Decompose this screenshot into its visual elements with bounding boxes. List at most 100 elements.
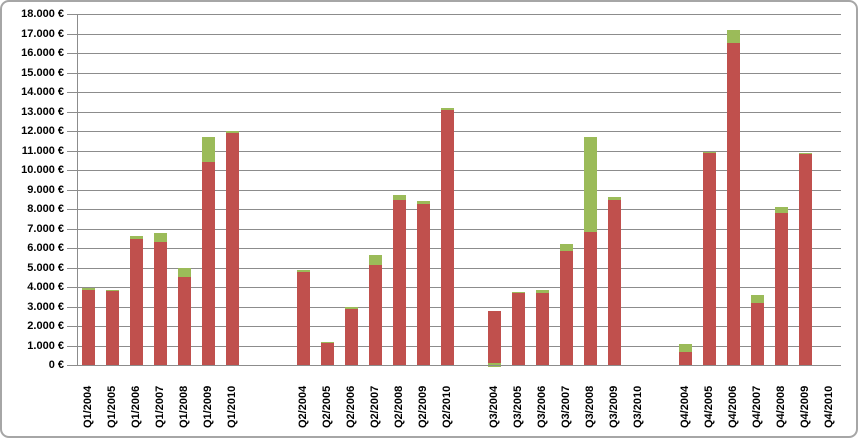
bar-segment-red: [154, 242, 167, 365]
y-axis-tick: [67, 209, 77, 211]
x-axis-tick-label: Q4/2005: [703, 385, 715, 428]
x-axis-tick-label: Q4/2008: [775, 385, 787, 428]
y-axis-tick-label: 2.000 €: [27, 320, 64, 333]
bar-segment-green: [82, 288, 95, 290]
x-axis-line: [77, 365, 841, 366]
gridline: [77, 53, 841, 55]
x-axis-tick-label: Q4/2006: [727, 385, 739, 428]
bar-segment-red: [703, 152, 716, 365]
gridline: [77, 14, 841, 16]
bar-segment-red: [608, 200, 621, 365]
y-axis-tick: [67, 189, 77, 191]
x-axis-tick-label: Q2/2009: [417, 385, 429, 428]
bar-segment-red: [417, 204, 430, 365]
bar-segment-red: [512, 292, 525, 365]
y-axis-tick: [67, 248, 77, 250]
bar-segment-green: [202, 137, 215, 163]
x-axis-tick-label: Q3/2006: [536, 385, 548, 428]
gridline: [77, 287, 841, 289]
bar-segment-red: [727, 42, 740, 365]
x-axis-tick-label: Q3/2007: [560, 385, 572, 428]
y-axis-tick: [67, 92, 77, 94]
gridline: [77, 228, 841, 230]
bar-segment-red: [584, 231, 597, 365]
bar-segment-red: [369, 264, 382, 365]
x-axis-tick-label: Q3/2008: [584, 385, 596, 428]
y-axis-tick-label: 4.000 €: [27, 281, 64, 294]
gridline: [77, 345, 841, 347]
bar-segment-green: [560, 244, 573, 252]
y-axis-tick-label: 7.000 €: [27, 222, 64, 235]
bar-segment-red: [799, 153, 812, 365]
bar-segment-red: [82, 289, 95, 365]
y-axis-tick: [67, 53, 77, 55]
x-axis-tick-label: Q4/2007: [751, 385, 763, 428]
x-axis-tick-label: Q3/2004: [488, 385, 500, 428]
y-axis-tick: [67, 267, 77, 269]
y-axis-tick: [67, 131, 77, 133]
x-axis-tick-label: Q2/2007: [369, 385, 381, 428]
y-axis-tick-label: 11.000 €: [21, 144, 64, 157]
gridline: [77, 131, 841, 133]
bar-segment-green: [536, 289, 549, 293]
bar-segment-red: [775, 213, 788, 365]
gridline: [77, 92, 841, 94]
bar-segment-green: [106, 289, 119, 291]
gridline: [77, 248, 841, 250]
y-axis-tick: [67, 72, 77, 74]
y-axis-tick-label: 0 €: [48, 359, 64, 371]
y-axis-tick-label: 15.000 €: [21, 66, 64, 79]
y-axis-tick-label: 13.000 €: [21, 105, 64, 118]
y-axis-tick: [67, 287, 77, 289]
x-axis-tick-label: Q1/2009: [202, 385, 214, 428]
gridline: [77, 326, 841, 328]
bar-segment-green: [130, 236, 143, 240]
bar-segment-red: [106, 290, 119, 365]
bar-segment-green: [154, 232, 167, 243]
bar-segment-green: [226, 131, 239, 134]
bar-segment-red: [178, 277, 191, 365]
bar-segment-red: [226, 133, 239, 365]
bar-segment-green: [417, 201, 430, 205]
x-axis-tick-label: Q2/2005: [321, 385, 333, 428]
y-axis-line: [77, 14, 78, 366]
bar-segment-green: [178, 267, 191, 278]
bar-segment-green: [345, 306, 358, 310]
y-axis-tick-label: 14.000 €: [21, 86, 64, 99]
x-axis-tick-label: Q3/2010: [632, 385, 644, 428]
bar-segment-green: [799, 152, 812, 154]
bar-segment-red: [488, 311, 501, 365]
bar-segment-green: [608, 197, 621, 201]
gridline: [77, 267, 841, 269]
x-axis-tick-label: Q1/2007: [154, 385, 166, 428]
x-axis-tick-label: Q2/2004: [297, 385, 309, 428]
bar-segment-red: [202, 162, 215, 365]
y-axis-tick: [67, 14, 77, 16]
gridline: [77, 111, 841, 113]
x-axis-tick-label: Q4/2009: [799, 385, 811, 428]
x-axis-tick-label: Q1/2006: [130, 385, 142, 428]
bar-segment-red: [393, 200, 406, 365]
x-axis-tick-label: Q1/2010: [226, 385, 238, 428]
y-axis-tick-label: 5.000 €: [27, 261, 64, 274]
gridline: [77, 209, 841, 211]
y-axis-tick-label: 12.000 €: [21, 125, 64, 138]
gridline: [77, 306, 841, 308]
bar-segment-red: [560, 251, 573, 365]
y-axis-tick-label: 18.000 €: [21, 8, 64, 21]
bar-segment-red: [130, 239, 143, 365]
bar-segment-green: [751, 294, 764, 303]
gridline: [77, 72, 841, 74]
y-axis-tick: [67, 111, 77, 113]
x-axis-tick-label: Q1/2004: [82, 385, 94, 428]
x-axis-tick-label: Q3/2005: [512, 385, 524, 428]
y-axis-tick-label: 8.000 €: [27, 203, 64, 216]
y-axis-tick: [67, 150, 77, 152]
bar-segment-red: [751, 302, 764, 365]
y-axis-tick-label: 9.000 €: [27, 183, 64, 196]
gridline: [77, 170, 841, 172]
x-axis-tick-label: Q2/2006: [345, 385, 357, 428]
y-axis-tick: [67, 228, 77, 230]
gridline: [77, 33, 841, 35]
